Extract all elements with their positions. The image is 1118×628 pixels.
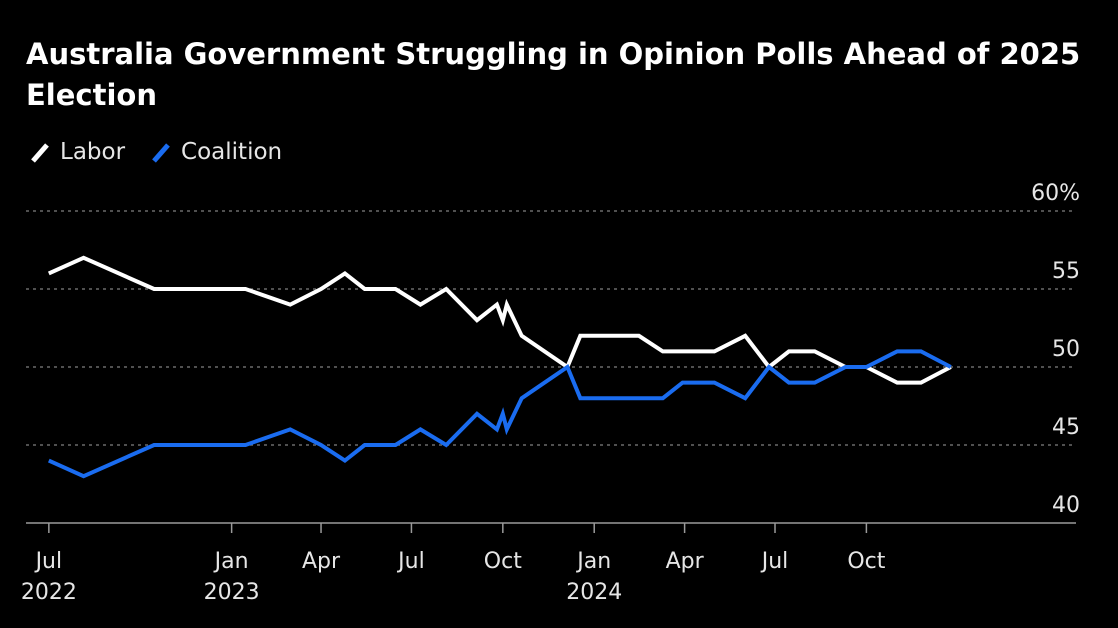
x-tick-year-0: 2022 — [21, 580, 77, 605]
x-tick-year-5: 2024 — [566, 580, 622, 605]
gridlines — [26, 210, 1076, 446]
y-tick-label-60: 60% — [1031, 181, 1080, 206]
chart-title: Australia Government Struggling in Opini… — [26, 37, 1081, 112]
y-tick-label-40: 40 — [1052, 493, 1080, 518]
x-tick-label-4: Oct — [484, 549, 522, 574]
y-tick-label-50: 50 — [1052, 337, 1080, 362]
x-tick-label-7: Jul — [760, 549, 789, 574]
legend-label-coalition: Coalition — [181, 139, 283, 165]
x-tick-label-6: Apr — [666, 549, 705, 574]
x-axis: Jul 2022 Jan 2023 Apr Jul Oct Jan 2024 Apr Jul Oct — [21, 522, 1076, 605]
x-tick-label-5: Jan — [575, 549, 611, 574]
series-line-labor — [47, 255, 952, 385]
x-tick-label-2: Apr — [302, 549, 341, 574]
series-lines — [47, 255, 952, 479]
series-line-coalition — [47, 349, 952, 479]
x-tick-label-0: Jul — [34, 549, 63, 574]
y-axis-ticks: 40 45 50 55 60% — [1031, 181, 1080, 518]
x-tick-label-8: Oct — [847, 549, 885, 574]
y-tick-label-55: 55 — [1052, 259, 1080, 284]
legend-item-coalition: Coalition — [147, 138, 282, 166]
x-tick-label-3: Jul — [396, 549, 425, 574]
series-coalition — [47, 349, 952, 479]
legend-item-labor: Labor — [26, 138, 125, 166]
legend-swatch-coalition — [152, 143, 170, 163]
y-tick-label-45: 45 — [1052, 415, 1080, 440]
legend: Labor Coalition — [26, 136, 304, 168]
series-labor — [47, 255, 952, 385]
x-tick-label-1: Jan — [213, 549, 249, 574]
legend-swatch-labor — [31, 143, 49, 163]
x-tick-year-1: 2023 — [204, 580, 260, 605]
legend-label-labor: Labor — [60, 139, 126, 165]
